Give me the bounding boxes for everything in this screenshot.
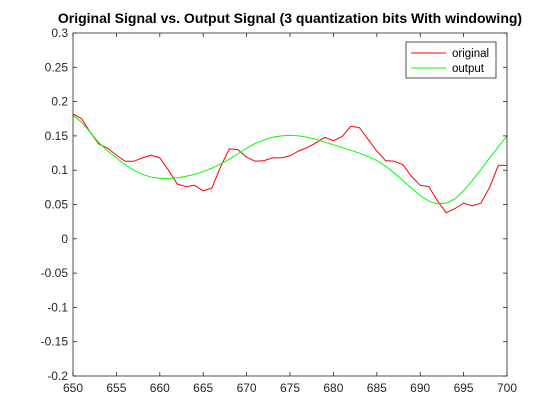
- legend-label-output: output: [452, 63, 485, 75]
- x-tick-label: 655: [106, 381, 126, 395]
- x-tick-label: 650: [63, 381, 83, 395]
- x-tick-label: 690: [410, 381, 430, 395]
- y-tick-label: -0.2: [47, 369, 68, 383]
- y-tick-label: 0.05: [45, 198, 69, 212]
- y-tick-label: -0.1: [47, 300, 68, 314]
- y-tick-label: 0.15: [45, 129, 69, 143]
- y-tick-label: 0.3: [51, 26, 68, 40]
- x-tick-label: 680: [323, 381, 343, 395]
- x-tick-label: 670: [237, 381, 257, 395]
- y-tick-label: 0.1: [51, 163, 68, 177]
- x-tick-label: 665: [193, 381, 213, 395]
- series-line-output: [72, 114, 508, 205]
- y-tick-label: 0: [61, 232, 68, 246]
- legend-label-original: original: [452, 48, 489, 60]
- y-tick-label: -0.15: [41, 335, 69, 349]
- ticks-layer: 650 655 660 665 670 675 680 685 690 695 700 -0.2 -0.…: [41, 26, 518, 395]
- x-tick-label: 675: [280, 381, 300, 395]
- x-tick-label: 695: [454, 381, 474, 395]
- legend: original output: [405, 41, 497, 79]
- plot-area: [73, 33, 507, 376]
- legend-box: [405, 41, 497, 79]
- chart-title: Original Signal vs. Output Signal (3 qua…: [58, 10, 522, 26]
- x-tick-label: 660: [150, 381, 170, 395]
- y-tick-label: 0.2: [51, 95, 68, 109]
- x-tick-label: 700: [497, 381, 517, 395]
- y-tick-label: 0.25: [45, 60, 69, 74]
- series-layer: [72, 113, 508, 214]
- y-tick-label: -0.05: [41, 266, 69, 280]
- x-tick-label: 685: [367, 381, 387, 395]
- series-line-original: [72, 113, 507, 214]
